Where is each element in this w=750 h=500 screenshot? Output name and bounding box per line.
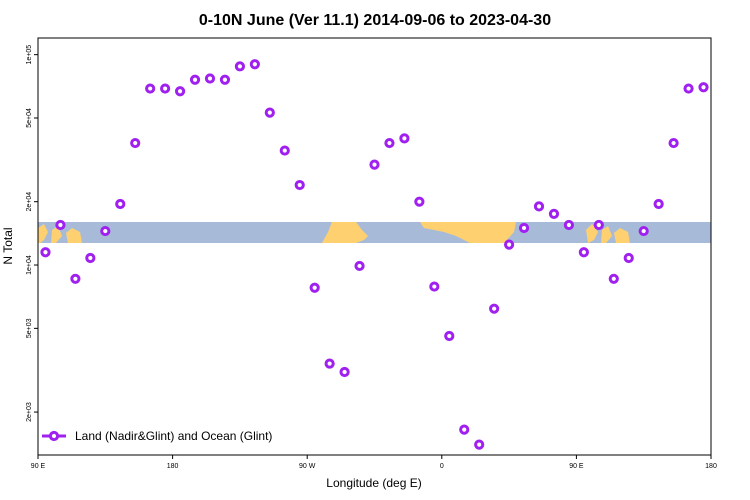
y-tick-label: 5e+04: [26, 108, 33, 128]
chart-title: 0-10N June (Ver 11.1) 2014-09-06 to 2023…: [199, 12, 551, 29]
y-axis: 2e+03 5e+03 1e+04 2e+04 5e+04 1e+05: [26, 45, 38, 422]
data-point: [414, 196, 425, 207]
data-point: [548, 208, 560, 219]
data-point: [234, 61, 245, 72]
data-point: [399, 133, 410, 144]
y-tick-label: 2e+03: [26, 402, 33, 422]
data-point: [608, 273, 619, 284]
data-point: [489, 303, 500, 314]
x-tick-label: 90 E: [31, 463, 46, 470]
map-background: [38, 222, 711, 243]
data-point: [55, 219, 66, 231]
land-shape: [601, 226, 612, 243]
land-shape: [614, 228, 630, 243]
data-point: [145, 83, 156, 94]
data-point: [354, 260, 365, 272]
legend-marker-swatch: [48, 430, 60, 442]
land-shape: [322, 222, 368, 243]
data-point: [593, 219, 604, 231]
plot-frame: [37, 37, 712, 456]
x-tick-label: 180: [705, 463, 717, 470]
data-point: [189, 74, 201, 85]
x-tick-label: 0: [440, 463, 444, 470]
data-point: [444, 330, 455, 342]
legend: Land (Nadir&Glint) and Ocean (Glint): [42, 429, 272, 443]
data-point: [384, 137, 395, 149]
data-point: [174, 86, 186, 97]
y-tick-label: 5e+03: [26, 318, 33, 338]
data-point: [563, 219, 575, 231]
x-tick-label: 90 E: [569, 463, 584, 470]
data-point: [324, 358, 335, 369]
data-point: [309, 282, 320, 293]
x-tick-label: 180: [167, 463, 179, 470]
data-point: [100, 225, 111, 237]
land-shape: [420, 222, 516, 243]
data-point: [653, 198, 664, 210]
y-tick-label: 1e+04: [26, 255, 33, 275]
data-point: [638, 225, 649, 237]
data-point: [683, 83, 694, 94]
data-point: [264, 107, 275, 118]
x-tick-label: 90 W: [299, 463, 316, 470]
land-shape: [66, 228, 82, 243]
data-point: [160, 83, 171, 94]
land-shape: [586, 224, 598, 243]
data-point: [219, 74, 231, 85]
ocean-band: [38, 222, 711, 243]
data-point: [70, 273, 81, 284]
data-point: [518, 222, 530, 234]
data-point: [204, 73, 216, 84]
x-axis-label: Longitude (deg E): [326, 476, 421, 490]
data-point: [369, 159, 380, 170]
data-point: [130, 137, 141, 149]
data-point: [623, 252, 634, 264]
data-point: [115, 198, 126, 210]
data-point: [668, 137, 679, 149]
data-point: [249, 59, 260, 70]
land-shape: [38, 224, 48, 243]
data-point: [294, 179, 305, 191]
data-point: [698, 82, 709, 93]
data-point: [339, 366, 350, 378]
y-tick-label: 2e+04: [26, 192, 33, 212]
land-shape: [51, 226, 62, 243]
data-point: [474, 439, 485, 450]
legend-label: Land (Nadir&Glint) and Ocean (Glint): [75, 429, 272, 443]
data-point: [578, 247, 589, 258]
data-point: [279, 145, 290, 156]
y-tick-label: 1e+05: [26, 45, 33, 65]
data-points: [40, 59, 709, 450]
data-point: [459, 424, 470, 435]
data-point: [533, 201, 545, 212]
y-axis-label: N Total: [1, 227, 15, 264]
x-axis: 90 E 180 90 W 0 90 E 180: [31, 455, 717, 470]
data-point: [40, 247, 51, 258]
data-point: [504, 239, 515, 250]
data-point: [429, 281, 440, 292]
data-point: [85, 252, 96, 264]
